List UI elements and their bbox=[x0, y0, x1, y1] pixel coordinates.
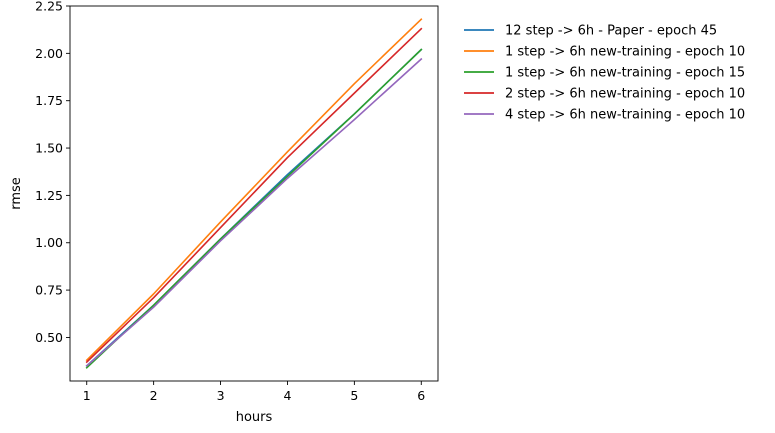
legend-label-3: 1 step -> 6h new-training - epoch 15 bbox=[505, 66, 745, 81]
y-tick-label: 1.50 bbox=[35, 141, 63, 156]
x-tick-label: 1 bbox=[83, 388, 91, 403]
legend-label-1: 12 step -> 6h - Paper - epoch 45 bbox=[505, 24, 717, 39]
series-line-4 bbox=[85, 27, 423, 364]
y-axis-label: rmse bbox=[9, 177, 24, 210]
series-line-5 bbox=[85, 57, 423, 367]
legend-label-2: 1 step -> 6h new-training - epoch 10 bbox=[505, 45, 745, 60]
x-tick-label: 3 bbox=[217, 388, 225, 403]
series-line-3 bbox=[85, 48, 423, 369]
plot-lines bbox=[85, 18, 423, 369]
y-tick-label: 1.75 bbox=[35, 93, 63, 108]
y-tick-label: 0.50 bbox=[35, 330, 63, 345]
y-tick-label: 2.25 bbox=[35, 0, 63, 14]
legend: 12 step -> 6h - Paper - epoch 45 1 step -… bbox=[464, 24, 745, 123]
x-tick-label: 2 bbox=[150, 388, 158, 403]
x-tick-label: 4 bbox=[283, 388, 291, 403]
legend-label-4: 2 step -> 6h new-training - epoch 10 bbox=[505, 87, 745, 102]
y-tick-label: 0.75 bbox=[35, 283, 63, 298]
y-axis: 0.50 0.75 1.00 1.25 1.50 1.75 2.00 2.25 bbox=[35, 0, 70, 345]
series-line-2 bbox=[85, 18, 423, 362]
y-tick-label: 2.00 bbox=[35, 46, 63, 61]
x-tick-label: 5 bbox=[350, 388, 358, 403]
y-tick-label: 1.00 bbox=[35, 235, 63, 250]
plot-area-frame bbox=[69, 5, 439, 382]
y-tick-label: 1.25 bbox=[35, 188, 63, 203]
x-tick-label: 6 bbox=[417, 388, 425, 403]
x-axis-label: hours bbox=[236, 410, 273, 425]
x-axis: 1 2 3 4 5 6 bbox=[83, 381, 425, 403]
legend-label-5: 4 step -> 6h new-training - epoch 10 bbox=[505, 108, 745, 123]
